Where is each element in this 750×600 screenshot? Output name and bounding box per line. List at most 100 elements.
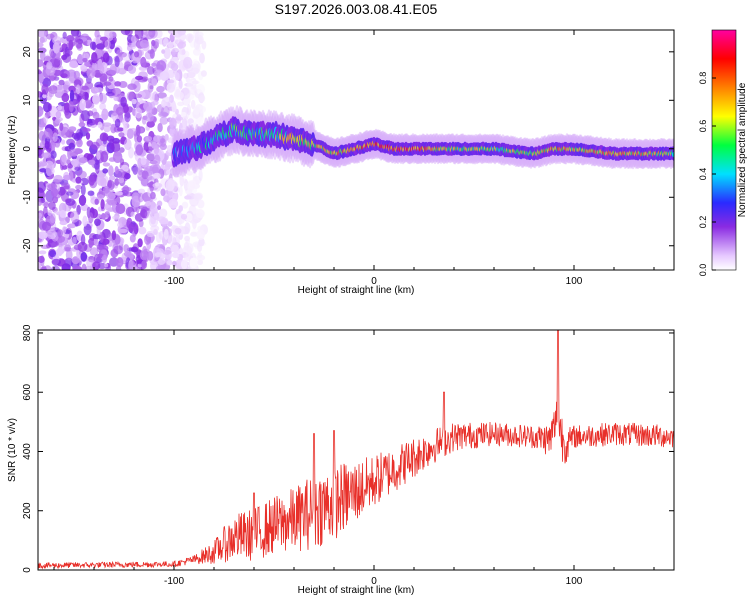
noise-blob <box>38 181 46 193</box>
noise-blob <box>72 265 82 270</box>
noise-blob <box>158 208 168 218</box>
noise-blob <box>83 223 92 236</box>
noise-blob <box>114 81 122 87</box>
noise-blob <box>134 107 143 119</box>
noise-blob <box>159 143 167 151</box>
noise-blob <box>120 30 131 36</box>
noise-blob <box>61 164 68 170</box>
noise-blob <box>109 257 119 267</box>
noise-blob <box>137 188 146 194</box>
noise-blob <box>126 44 133 52</box>
noise-blob <box>38 130 46 141</box>
noise-blob <box>128 146 134 159</box>
noise-blob <box>184 212 193 222</box>
noise-blob <box>155 265 164 270</box>
snr-x-axis-label: Height of straight line (km) <box>298 585 415 596</box>
noise-blob <box>79 99 86 111</box>
noise-blob <box>42 93 47 99</box>
noise-blob <box>150 191 156 200</box>
noise-blob <box>154 38 160 46</box>
noise-blob <box>48 90 54 98</box>
noise-blob <box>93 237 99 247</box>
noise-blob <box>143 31 153 36</box>
noise-blob <box>92 261 101 270</box>
spectrogram-frame <box>37 29 675 271</box>
noise-blob <box>53 69 62 77</box>
noise-blob <box>66 191 74 196</box>
noise-blob <box>118 228 128 233</box>
noise-blob <box>167 41 174 49</box>
noise-blob <box>49 250 56 258</box>
noise-blob <box>198 105 207 114</box>
noise-blob <box>174 235 180 247</box>
noise-blob <box>53 210 62 215</box>
noise-blob <box>114 178 120 186</box>
noise-blob <box>164 133 169 141</box>
noise-blob <box>115 168 125 179</box>
noise-blob <box>152 100 159 106</box>
noise-blob <box>118 147 125 153</box>
noise-blob <box>88 212 94 224</box>
snr-frame <box>37 329 675 571</box>
noise-blob <box>75 84 81 95</box>
noise-blob <box>41 152 52 159</box>
noise-blob <box>38 198 42 207</box>
noise-blob <box>38 212 42 219</box>
noise-blob <box>38 250 47 255</box>
noise-blob <box>69 89 75 102</box>
noise-blob <box>195 209 205 219</box>
noise-blob <box>178 205 183 212</box>
noise-blob <box>47 183 58 189</box>
noise-blob <box>198 94 206 102</box>
noise-blob <box>139 250 149 261</box>
noise-blob <box>130 246 139 253</box>
noise-blob <box>80 251 88 262</box>
noise-blob <box>190 231 198 237</box>
noise-blob <box>62 49 73 57</box>
noise-blob <box>106 192 116 201</box>
noise-blob <box>181 201 189 209</box>
noise-blob <box>82 57 88 63</box>
noise-blob <box>62 31 67 39</box>
noise-blob <box>82 215 88 227</box>
noise-blob <box>114 235 121 245</box>
noise-blob <box>97 58 103 70</box>
noise-blob <box>156 200 163 207</box>
noise-blob <box>73 244 82 251</box>
noise-blob <box>163 228 169 240</box>
colorbar-tick-label: 0.4 <box>698 168 708 181</box>
noise-blob <box>158 230 165 240</box>
noise-blob <box>149 48 155 59</box>
noise-blob <box>63 174 71 181</box>
noise-blob <box>68 39 74 51</box>
noise-blob <box>38 105 44 117</box>
noise-blob <box>41 36 48 43</box>
noise-blob <box>153 154 161 166</box>
colorbar-tick-label: 0.0 <box>698 264 708 277</box>
noise-blob <box>177 30 186 36</box>
noise-blob <box>145 112 155 123</box>
noise-blob <box>167 235 177 246</box>
noise-blob <box>80 110 90 122</box>
noise-blob <box>166 259 173 266</box>
snr-ticks: -100 0 100 0 200 400 600 800 <box>22 324 674 587</box>
noise-blob <box>99 132 109 142</box>
noise-blob <box>174 72 180 81</box>
noise-blob <box>113 126 121 133</box>
noise-blob <box>65 249 73 261</box>
noise-blob <box>76 170 87 179</box>
noise-blob <box>162 249 172 255</box>
noise-blob <box>131 35 137 43</box>
noise-blob <box>139 39 150 49</box>
noise-blob <box>99 231 104 243</box>
noise-blob <box>146 230 155 238</box>
noise-blob <box>69 71 75 78</box>
colorbar-label: Normalized spectral amplitude <box>737 82 748 217</box>
y-tick-label: 400 <box>22 443 33 460</box>
noise-blob <box>79 177 89 186</box>
noise-blob <box>78 157 88 164</box>
noise-blob <box>197 242 203 253</box>
noise-blob <box>97 194 104 201</box>
noise-blob <box>138 226 147 235</box>
noise-blob <box>97 121 103 129</box>
